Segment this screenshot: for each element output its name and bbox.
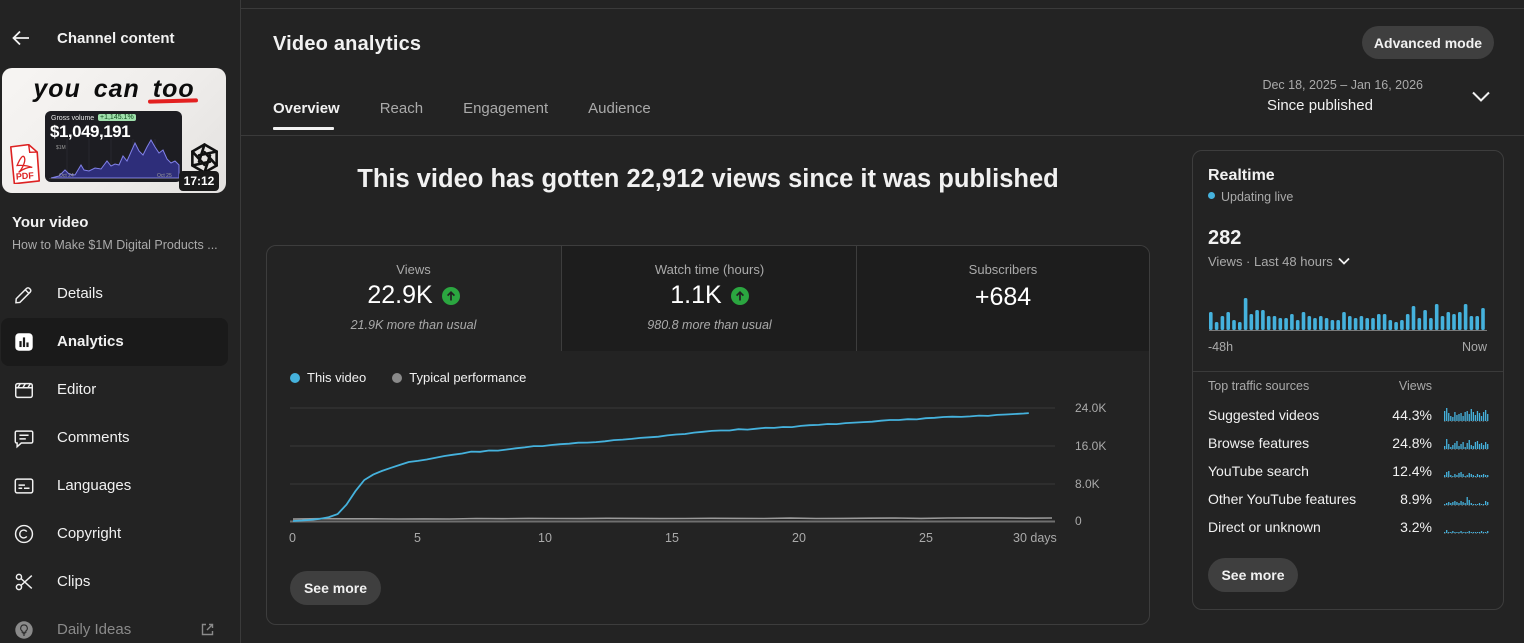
svg-text:PDF: PDF — [16, 170, 35, 181]
